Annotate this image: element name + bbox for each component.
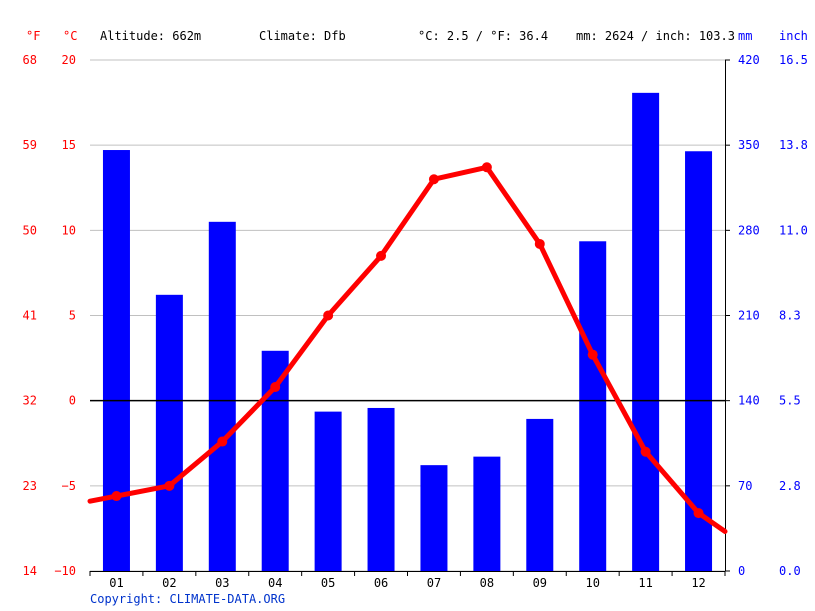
- precipitation-bar: [314, 411, 342, 571]
- celsius-tick-label: 5: [69, 309, 76, 323]
- month-tick-label: 04: [268, 576, 282, 590]
- temperature-point: [534, 238, 545, 249]
- temperature-point: [481, 162, 492, 173]
- fahrenheit-tick-label: 68: [23, 53, 37, 67]
- temperature-point: [270, 382, 281, 393]
- temperature-point: [164, 480, 175, 491]
- mm-tick-label: 70: [738, 479, 752, 493]
- mm-unit-label: mm: [738, 29, 752, 43]
- mm-tick-label: 210: [738, 309, 760, 323]
- temperature-point: [640, 446, 651, 457]
- altitude-label: Altitude: 662m: [100, 29, 201, 43]
- month-tick-label: 07: [427, 576, 441, 590]
- precipitation-bar: [208, 221, 236, 572]
- precipitation-bar: [102, 150, 130, 572]
- precipitation-bar: [632, 92, 660, 571]
- mm-tick-label: 140: [738, 394, 760, 408]
- month-tick-label: 05: [321, 576, 335, 590]
- month-tick-label: 09: [533, 576, 547, 590]
- temperature-point: [693, 508, 704, 519]
- inch-tick-label: 0.0: [779, 564, 801, 578]
- month-tick-label: 08: [480, 576, 494, 590]
- tick-labels: 68 20 420 16.5 59 15 350 13.8 50 10 280 11.0 41 5 210 8…: [23, 53, 808, 590]
- temperature-point: [217, 436, 228, 447]
- precipitation-bars: [102, 92, 713, 572]
- precipitation-bar: [526, 418, 554, 571]
- inch-tick-label: 11.0: [779, 223, 808, 237]
- temperature-summary: °C: 2.5 / °F: 36.4: [418, 29, 548, 43]
- celsius-tick-label: −5: [62, 479, 76, 493]
- temperature-point: [111, 491, 122, 502]
- fahrenheit-unit-label: °F: [26, 29, 40, 43]
- celsius-unit-label: °C: [63, 29, 77, 43]
- fahrenheit-tick-label: 14: [23, 564, 37, 578]
- month-tick-label: 12: [691, 576, 705, 590]
- mm-tick-label: 350: [738, 138, 760, 152]
- precipitation-bar: [579, 241, 607, 572]
- celsius-tick-label: 10: [62, 223, 76, 237]
- fahrenheit-tick-label: 59: [23, 138, 37, 152]
- fahrenheit-tick-label: 32: [23, 394, 37, 408]
- grid-lines: [90, 59, 725, 572]
- temperature-point: [376, 250, 387, 261]
- month-tick-label: 02: [162, 576, 176, 590]
- temperature-series-line: [87, 164, 728, 534]
- inch-unit-label: inch: [779, 29, 808, 43]
- precipitation-bar: [420, 465, 448, 571]
- fahrenheit-tick-label: 50: [23, 223, 37, 237]
- inch-tick-label: 2.8: [779, 479, 801, 493]
- celsius-tick-label: 20: [62, 53, 76, 67]
- mm-tick-label: 420: [738, 53, 760, 67]
- inch-tick-label: 16.5: [779, 53, 808, 67]
- fahrenheit-tick-label: 41: [23, 309, 37, 323]
- temperature-point: [323, 310, 334, 321]
- inch-tick-label: 5.5: [779, 394, 801, 408]
- inch-tick-label: 8.3: [779, 309, 801, 323]
- precipitation-bar: [473, 456, 501, 571]
- temperature-point: [587, 349, 598, 360]
- inch-tick-label: 13.8: [779, 138, 808, 152]
- precipitation-bar: [685, 151, 713, 571]
- copyright-label: Copyright: CLIMATE-DATA.ORG: [90, 592, 285, 606]
- mm-tick-label: 280: [738, 223, 760, 237]
- celsius-tick-label: 0: [69, 394, 76, 408]
- month-tick-label: 06: [374, 576, 388, 590]
- fahrenheit-tick-label: 23: [23, 479, 37, 493]
- mm-tick-label: 0: [738, 564, 745, 578]
- temperature-point: [428, 174, 439, 185]
- precipitation-summary: mm: 2624 / inch: 103.3: [576, 29, 735, 43]
- month-tick-label: 03: [215, 576, 229, 590]
- celsius-tick-label: 15: [62, 138, 76, 152]
- temperature-line: [87, 162, 728, 534]
- month-tick-label: 11: [638, 576, 652, 590]
- month-tick-label: 01: [109, 576, 123, 590]
- precipitation-bar: [367, 407, 395, 571]
- celsius-tick-label: −10: [54, 564, 76, 578]
- precipitation-bar: [155, 294, 183, 571]
- climate-label: Climate: Dfb: [259, 29, 346, 43]
- month-tick-label: 10: [585, 576, 599, 590]
